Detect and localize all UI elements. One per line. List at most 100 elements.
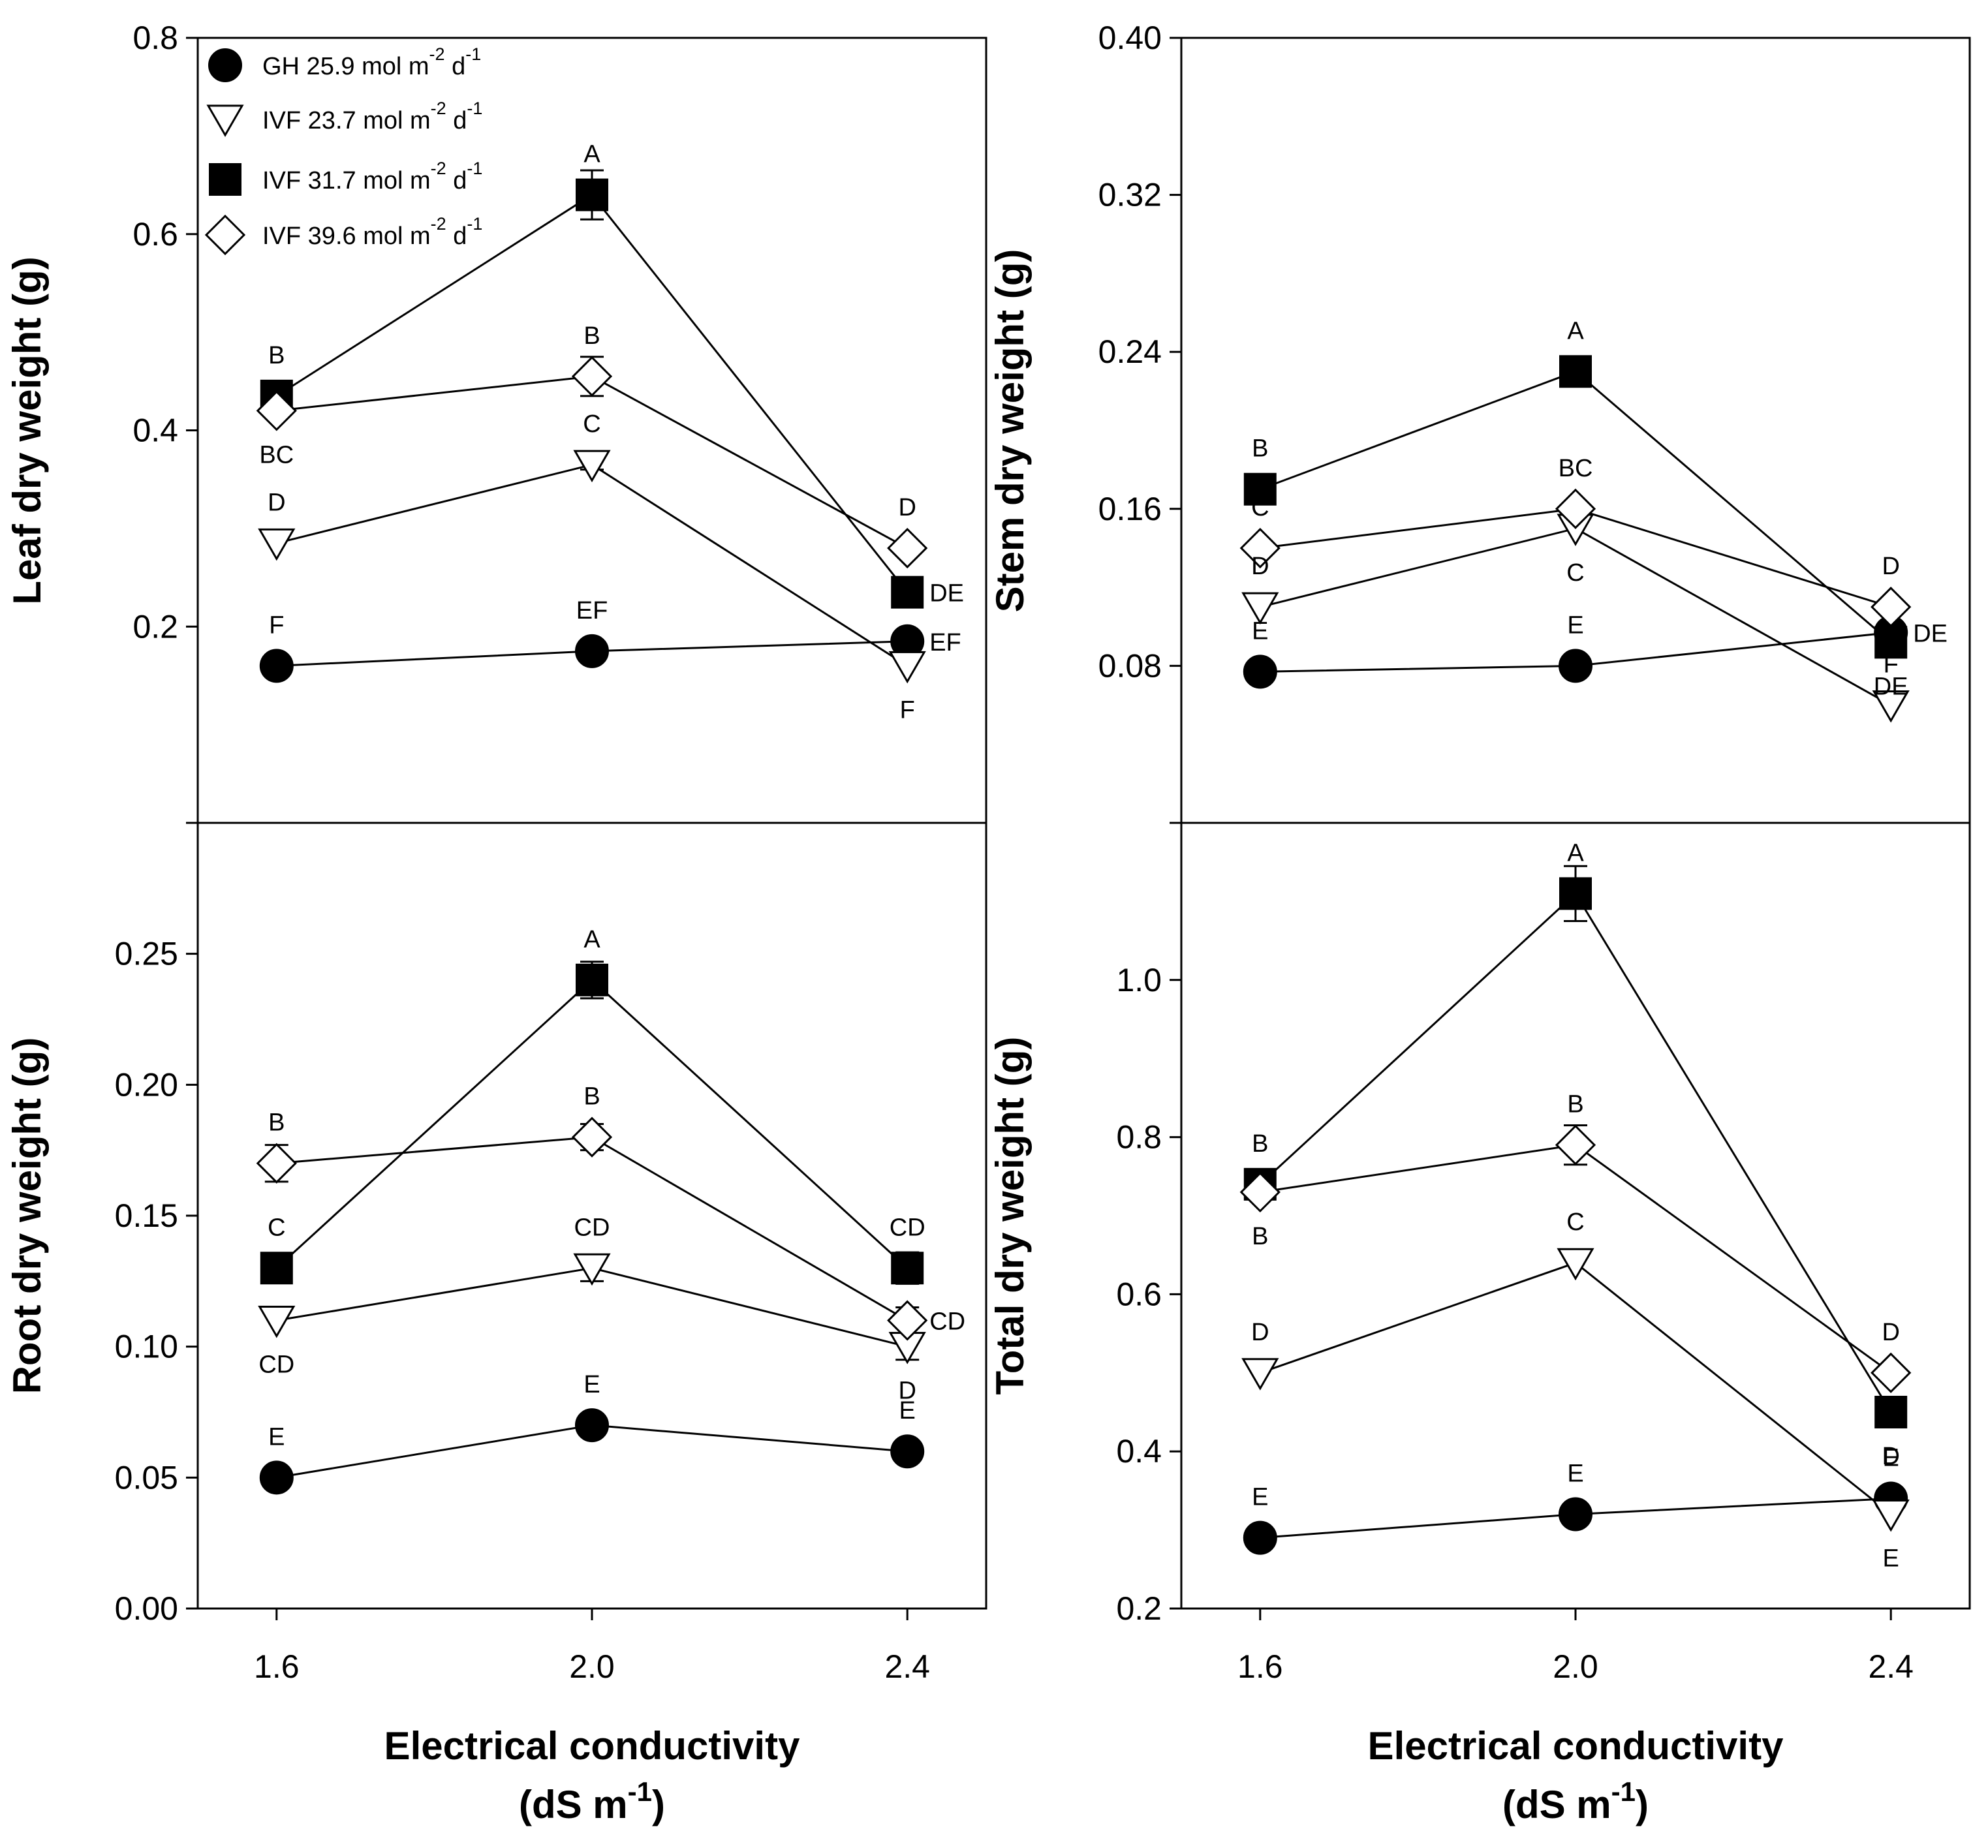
significance-letter: C	[583, 410, 600, 438]
significance-letter: B	[1567, 1091, 1583, 1118]
significance-letter: BC	[259, 441, 294, 469]
significance-letter: CD	[258, 1351, 294, 1379]
data-point-square-filled	[891, 576, 924, 609]
data-point-diamond-open	[1871, 1352, 1912, 1393]
significance-letter: D	[1882, 1443, 1899, 1470]
significance-letter: E	[1252, 617, 1268, 645]
y-tick-label: 0.15	[115, 1197, 178, 1234]
data-point-triangle-open	[1872, 690, 1910, 723]
significance-letter: A	[583, 141, 600, 168]
data-point-circle-filled	[1243, 1520, 1277, 1555]
significance-letter: CD	[929, 1308, 965, 1336]
significance-letter: C	[1566, 559, 1584, 587]
significance-letter: E	[1883, 1545, 1899, 1573]
y-tick-label: 0.32	[1098, 177, 1162, 213]
legend-marker-circle-filled	[208, 48, 242, 82]
x-tick-label: 2.4	[1868, 1648, 1914, 1685]
x-axis-title-right-line1: Electrical conductivity	[1368, 1724, 1784, 1768]
x-axis-title-left-line2: (dS m-1)	[519, 1776, 665, 1826]
significance-letter: B	[583, 1083, 600, 1111]
x-tick-label: 1.6	[1237, 1648, 1283, 1685]
data-point-diamond-open	[1555, 1124, 1596, 1165]
data-point-diamond-open	[1239, 527, 1281, 569]
significance-letter: C	[1251, 494, 1269, 521]
chart-panel-1: 0.2 0.4 0.6 0.8 Leaf dry weight (g) F EF EF D C F B…	[5, 20, 987, 824]
data-point-triangle-open	[1872, 1500, 1910, 1532]
data-point-triangle-open	[1241, 592, 1279, 625]
significance-letter: F	[1884, 651, 1899, 679]
significance-letter: E	[583, 1371, 600, 1398]
x-tick-label: 2.0	[569, 1648, 615, 1685]
significance-letter: E	[1883, 1444, 1899, 1471]
data-point-diamond-open	[887, 1300, 928, 1341]
significance-letter: E	[268, 1423, 285, 1451]
chart-panel-3: 0.00 0.05 0.10 0.15 0.20 0.25 1.6 2.0 2.4 Root dr…	[5, 822, 987, 1685]
significance-letter: D	[898, 1378, 916, 1405]
x-tick-label: 1.6	[254, 1648, 300, 1685]
legend-marker-triangle-open	[206, 104, 244, 137]
data-point-diamond-open	[571, 356, 613, 397]
significance-letter: D	[1882, 553, 1899, 580]
significance-letter: B	[268, 1109, 285, 1137]
y-axis-title: Stem dry weight (g)	[988, 249, 1032, 613]
significance-letter: D	[268, 489, 285, 516]
y-tick-label: 0.00	[115, 1590, 178, 1627]
chart-panel-4: 0.2 0.4 0.6 0.8 1.0 1.6 2.0 2.4 Total dry weight…	[988, 822, 1971, 1685]
significance-letter: B	[1252, 1223, 1268, 1250]
data-point-triangle-open	[573, 1253, 611, 1286]
significance-letter: D	[1251, 553, 1269, 580]
plot-frame	[1180, 37, 1971, 824]
data-point-square-filled	[260, 1252, 293, 1285]
data-point-square-filled	[891, 1252, 924, 1285]
significance-letter: B	[1252, 1130, 1268, 1158]
significance-letter: CD	[574, 1214, 610, 1241]
legend-item: GH 25.9 mol m-2 d-1	[208, 44, 481, 82]
data-point-triangle-open	[573, 450, 611, 483]
significance-letter: EF	[929, 629, 961, 656]
data-point-square-filled	[1243, 472, 1277, 506]
y-tick-label: 0.20	[115, 1066, 178, 1103]
y-tick-label: 0.8	[132, 20, 178, 56]
data-point-circle-filled	[575, 1408, 609, 1443]
y-axis-title: Leaf dry weight (g)	[5, 256, 49, 604]
y-tick-label: 0.10	[115, 1329, 178, 1365]
significance-letter: E	[1567, 1460, 1583, 1488]
legend-label: IVF 39.6 mol m-2 d-1	[262, 214, 482, 250]
chart-panel-2: 0.08 0.16 0.24 0.32 0.40 Stem dry weight (g) E…	[988, 20, 1971, 824]
significance-letter: B	[583, 322, 600, 350]
x-axis-title-left-line1: Electrical conductivity	[384, 1724, 801, 1768]
y-tick-label: 0.6	[1116, 1276, 1162, 1312]
significance-letter: A	[1567, 839, 1584, 867]
data-point-diamond-open	[1871, 587, 1912, 628]
legend-item: IVF 31.7 mol m-2 d-1	[209, 159, 482, 196]
data-point-square-filled	[576, 178, 608, 211]
data-point-diamond-open	[1555, 488, 1596, 529]
significance-letter: E	[1252, 1484, 1268, 1511]
significance-letter: A	[1567, 317, 1584, 345]
legend-label: IVF 23.7 mol m-2 d-1	[262, 99, 482, 134]
significance-letter: BC	[1559, 455, 1593, 482]
x-tick-label: 2.4	[884, 1648, 930, 1685]
data-point-diamond-open	[1239, 1171, 1281, 1213]
data-point-triangle-open	[1557, 1248, 1594, 1281]
legend-marker-square-filled	[209, 163, 241, 196]
y-axis-title: Total dry weight (g)	[988, 1037, 1032, 1395]
significance-letter: F	[269, 611, 284, 639]
significance-letter: DE	[1874, 673, 1908, 700]
y-tick-label: 0.16	[1098, 491, 1162, 527]
data-point-circle-filled	[1559, 649, 1592, 683]
y-tick-label: 1.0	[1116, 962, 1162, 998]
legend-item: IVF 39.6 mol m-2 d-1	[204, 214, 482, 256]
data-point-circle-filled	[259, 649, 294, 683]
x-axis-titles: Electrical conductivity (dS m-1) Electri…	[384, 1724, 1784, 1826]
significance-letter: EF	[576, 597, 608, 624]
y-tick-label: 0.40	[1098, 20, 1162, 56]
x-tick-label: 2.0	[1553, 1648, 1598, 1685]
significance-letter: E	[899, 1397, 916, 1424]
y-tick-label: 0.4	[1116, 1433, 1162, 1470]
y-tick-label: 0.4	[132, 412, 178, 449]
data-point-triangle-open	[1241, 1358, 1279, 1391]
legend-item: IVF 23.7 mol m-2 d-1	[206, 99, 482, 137]
data-point-triangle-open	[258, 528, 296, 561]
